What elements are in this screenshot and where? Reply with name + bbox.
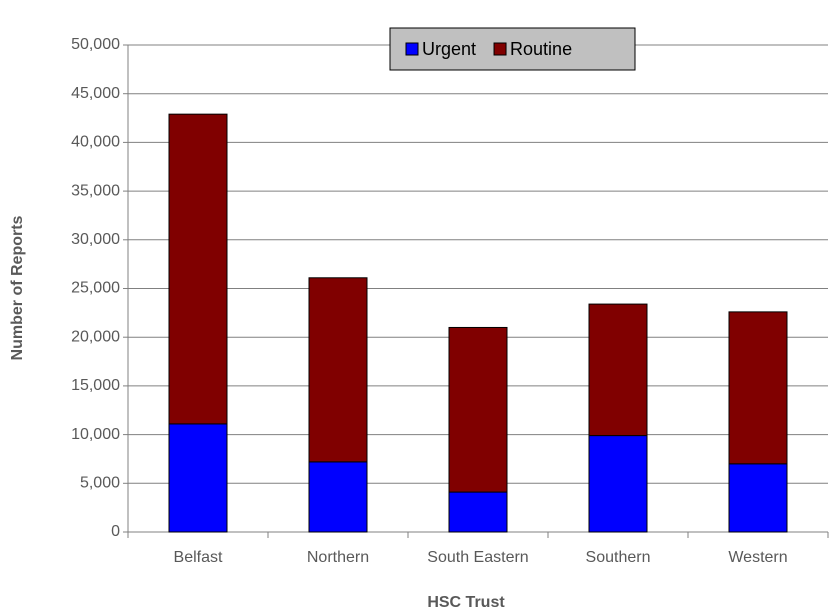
y-tick-label: 5,000 bbox=[80, 475, 120, 492]
y-tick-label: 15,000 bbox=[71, 377, 120, 394]
bar-segment bbox=[448, 491, 508, 533]
y-tick-label: 40,000 bbox=[71, 134, 120, 151]
legend: Urgent Routine bbox=[389, 27, 636, 71]
legend-box bbox=[389, 27, 636, 71]
bar-segment bbox=[168, 113, 228, 425]
legend-swatch bbox=[405, 42, 419, 56]
y-tick-label: 0 bbox=[111, 523, 120, 540]
bar-segment bbox=[168, 423, 228, 533]
bar-segment bbox=[728, 311, 788, 465]
bar-segment bbox=[728, 463, 788, 533]
y-tick-label: 10,000 bbox=[71, 426, 120, 443]
bar-segment bbox=[308, 277, 368, 463]
bar-segment bbox=[308, 461, 368, 533]
x-tick-label: South Eastern bbox=[427, 549, 528, 566]
x-tick-label: Northern bbox=[307, 549, 369, 566]
y-tick-label: 30,000 bbox=[71, 231, 120, 248]
bar-segment bbox=[588, 435, 648, 533]
legend-label: Routine bbox=[510, 39, 572, 59]
bar-segment bbox=[588, 303, 648, 437]
y-tick-label: 45,000 bbox=[71, 85, 120, 102]
y-tick-label: 35,000 bbox=[71, 182, 120, 199]
bar-segment bbox=[448, 326, 508, 493]
legend-swatch bbox=[493, 42, 507, 56]
y-axis-label: Number of Reports bbox=[9, 215, 26, 360]
x-axis-label: HSC Trust bbox=[427, 594, 505, 611]
y-tick-label: 20,000 bbox=[71, 328, 120, 345]
x-tick-label: Southern bbox=[586, 549, 651, 566]
legend-label: Urgent bbox=[422, 39, 476, 59]
x-tick-label: Belfast bbox=[174, 549, 223, 566]
x-tick-label: Western bbox=[728, 549, 787, 566]
y-tick-label: 25,000 bbox=[71, 280, 120, 297]
y-tick-label: 50,000 bbox=[71, 36, 120, 53]
